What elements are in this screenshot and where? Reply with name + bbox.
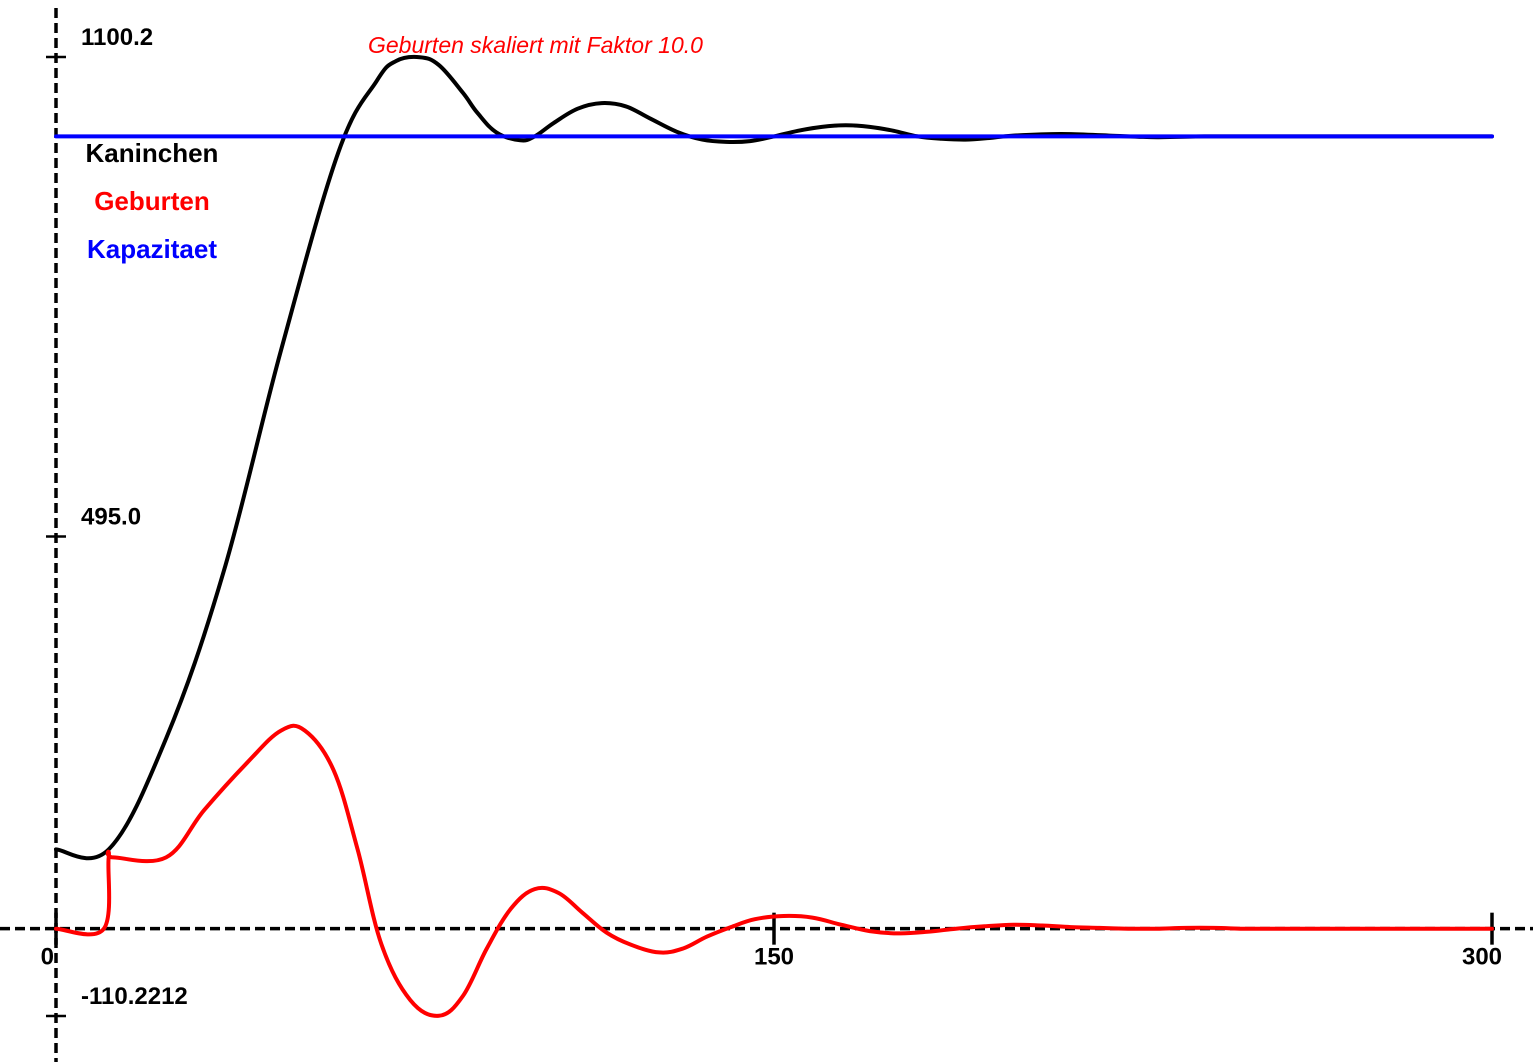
x-tick-label: 300: [1462, 944, 1502, 971]
series-layer: [54, 54, 1494, 1018]
x-tick-label: 0: [41, 944, 54, 971]
y-tick-label: 1100.2: [81, 24, 153, 51]
y-tick-label: -110.2212: [81, 983, 188, 1010]
series-line-geburten: [54, 723, 1494, 1018]
legend-entry-kaninchen: Kaninchen: [86, 138, 219, 168]
labels: 0 150 300 1100.2 495.0 -110.2212 Kaninchen Gebu…: [41, 24, 1502, 1010]
x-tick-label: 150: [754, 944, 794, 971]
y-tick-label: 495.0: [81, 503, 141, 530]
scale-annotation: Geburten skaliert mit Faktor 10.0: [368, 32, 703, 58]
legend-entry-kapazitaet: Kapazitaet: [87, 234, 217, 264]
legend-entry-geburten: Geburten: [94, 186, 210, 216]
axes: [0, 8, 1533, 1062]
